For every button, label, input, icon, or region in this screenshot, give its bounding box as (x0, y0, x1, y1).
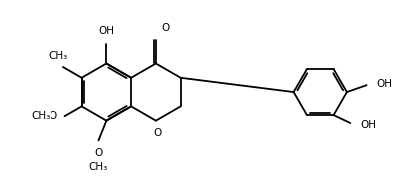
Text: OH: OH (375, 79, 391, 89)
Text: CH₃: CH₃ (89, 162, 108, 172)
Text: OH: OH (359, 120, 375, 130)
Text: CH₃: CH₃ (48, 51, 67, 61)
Text: O: O (153, 128, 162, 138)
Text: O: O (161, 23, 170, 33)
Text: O: O (48, 111, 56, 121)
Text: O: O (94, 148, 102, 158)
Text: OH: OH (98, 26, 114, 36)
Text: CH₃: CH₃ (31, 111, 51, 121)
